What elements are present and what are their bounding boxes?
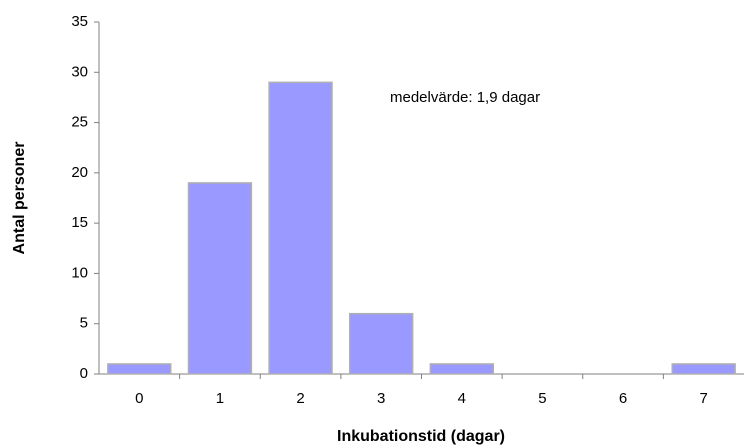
bar bbox=[268, 81, 333, 375]
bar bbox=[187, 182, 253, 375]
y-axis-label: Antal personer bbox=[11, 142, 28, 255]
bar bbox=[348, 312, 414, 375]
y-tick-label: 30 bbox=[71, 63, 88, 80]
x-tick-label: 5 bbox=[538, 390, 546, 407]
x-axis-label: Inkubationstid (dagar) bbox=[337, 428, 505, 445]
bar bbox=[429, 363, 495, 375]
x-tick-label: 0 bbox=[135, 390, 143, 407]
y-tick-label: 25 bbox=[71, 114, 88, 131]
x-tick-label: 7 bbox=[700, 390, 708, 407]
x-tick-label: 1 bbox=[216, 390, 224, 407]
annotation: medelvärde: 1,9 dagar bbox=[390, 89, 540, 106]
y-tick-label: 5 bbox=[80, 315, 88, 332]
y-tick-label: 35 bbox=[71, 13, 88, 30]
bar bbox=[107, 363, 172, 375]
y-tick-label: 0 bbox=[80, 365, 88, 382]
x-tick-label: 4 bbox=[458, 390, 466, 407]
x-tick-label: 3 bbox=[377, 390, 385, 407]
y-tick-label: 20 bbox=[71, 164, 88, 181]
x-tick-label: 2 bbox=[296, 390, 304, 407]
y-tick-label: 15 bbox=[71, 214, 88, 231]
x-tick-label: 6 bbox=[619, 390, 627, 407]
bar bbox=[671, 363, 736, 375]
y-tick-label: 10 bbox=[71, 264, 88, 281]
